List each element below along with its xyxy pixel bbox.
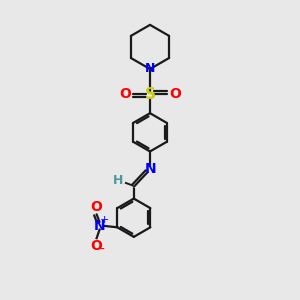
Text: +: + bbox=[100, 215, 109, 225]
Text: -: - bbox=[100, 242, 104, 256]
Text: S: S bbox=[145, 87, 155, 102]
Text: O: O bbox=[119, 87, 131, 101]
Text: N: N bbox=[145, 61, 155, 75]
Text: N: N bbox=[94, 219, 105, 233]
Text: O: O bbox=[91, 239, 103, 253]
Text: O: O bbox=[169, 87, 181, 101]
Text: N: N bbox=[145, 162, 157, 176]
Text: O: O bbox=[91, 200, 103, 214]
Text: H: H bbox=[113, 174, 124, 188]
